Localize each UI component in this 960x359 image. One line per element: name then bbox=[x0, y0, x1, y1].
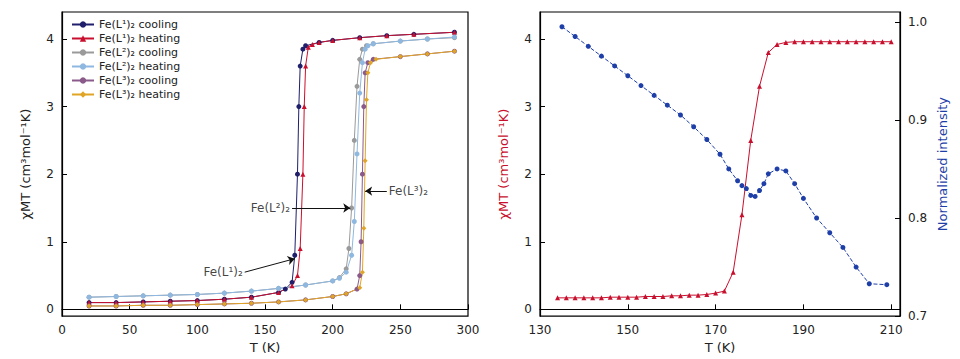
svg-text:300: 300 bbox=[457, 323, 480, 337]
svg-text:2: 2 bbox=[46, 167, 54, 181]
svg-text:3: 3 bbox=[524, 100, 532, 114]
svg-text:Fe(L²)₂ heating: Fe(L²)₂ heating bbox=[99, 60, 180, 73]
svg-text:3: 3 bbox=[46, 100, 54, 114]
svg-text:130: 130 bbox=[529, 323, 552, 337]
svg-text:50: 50 bbox=[122, 323, 137, 337]
svg-text:1: 1 bbox=[46, 235, 54, 249]
svg-text:250: 250 bbox=[389, 323, 412, 337]
svg-text:0.9: 0.9 bbox=[908, 113, 927, 127]
svg-text:Fe(L²)₂: Fe(L²)₂ bbox=[251, 201, 290, 215]
svg-text:0.7: 0.7 bbox=[908, 309, 927, 323]
svg-text:0: 0 bbox=[46, 302, 54, 316]
svg-text:T (K): T (K) bbox=[704, 340, 736, 355]
svg-text:0.8: 0.8 bbox=[908, 211, 927, 225]
svg-text:Fe(L²)₂ cooling: Fe(L²)₂ cooling bbox=[99, 46, 178, 59]
svg-text:210: 210 bbox=[880, 323, 903, 337]
svg-text:0: 0 bbox=[524, 302, 532, 316]
svg-text:Fe(L¹)₂ heating: Fe(L¹)₂ heating bbox=[99, 32, 180, 45]
svg-text:Fe(L³)₂: Fe(L³)₂ bbox=[389, 184, 428, 198]
svg-text:2: 2 bbox=[524, 167, 532, 181]
svg-text:100: 100 bbox=[186, 323, 209, 337]
svg-text:200: 200 bbox=[321, 323, 344, 337]
svg-text:4: 4 bbox=[46, 32, 54, 46]
svg-text:0: 0 bbox=[58, 323, 66, 337]
svg-text:χMT (cm³mol⁻¹K): χMT (cm³mol⁻¹K) bbox=[496, 109, 511, 220]
svg-text:χMT (cm³mol⁻¹K): χMT (cm³mol⁻¹K) bbox=[18, 109, 33, 220]
svg-text:Normalized intensity: Normalized intensity bbox=[935, 97, 950, 232]
svg-text:1.0: 1.0 bbox=[908, 15, 927, 29]
svg-text:150: 150 bbox=[616, 323, 639, 337]
svg-text:150: 150 bbox=[254, 323, 277, 337]
svg-text:190: 190 bbox=[792, 323, 815, 337]
svg-text:4: 4 bbox=[524, 32, 532, 46]
svg-text:T (K): T (K) bbox=[249, 340, 281, 355]
svg-text:Fe(L¹)₂ cooling: Fe(L¹)₂ cooling bbox=[99, 18, 178, 31]
svg-text:Fe(L³)₂ heating: Fe(L³)₂ heating bbox=[99, 88, 180, 101]
svg-text:Fe(L¹)₂: Fe(L¹)₂ bbox=[203, 265, 242, 279]
svg-text:1: 1 bbox=[524, 235, 532, 249]
svg-text:Fe(L³)₂ cooling: Fe(L³)₂ cooling bbox=[99, 74, 178, 87]
svg-text:170: 170 bbox=[704, 323, 727, 337]
